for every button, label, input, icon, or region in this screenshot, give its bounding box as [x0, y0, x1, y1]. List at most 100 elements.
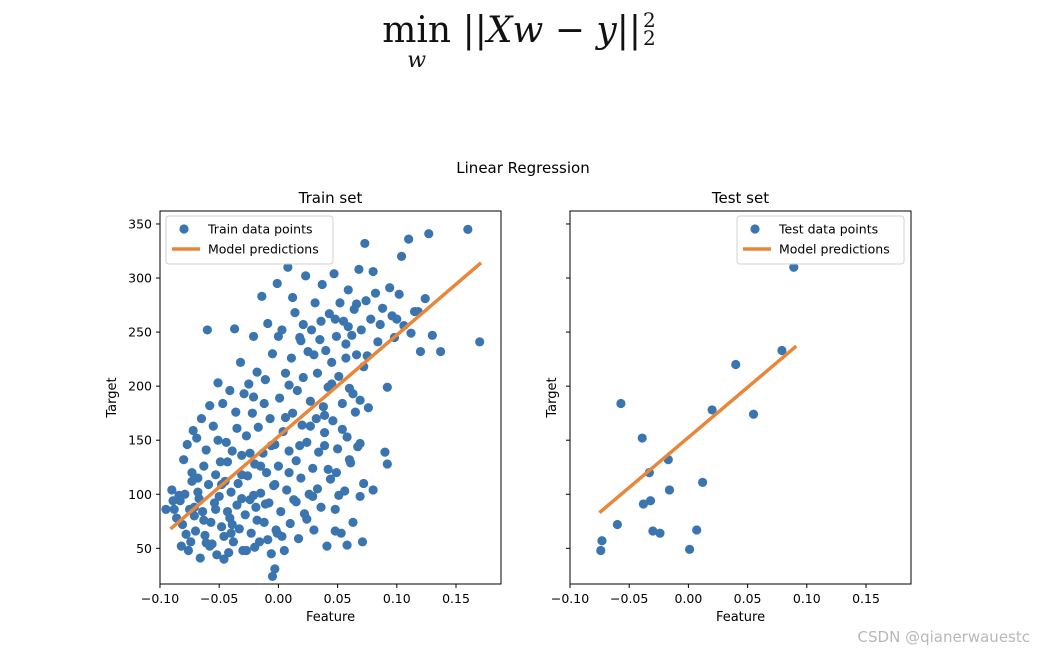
y-axis-label: Target [105, 377, 120, 418]
y-tick-label: 350 [128, 216, 152, 231]
data-point [253, 422, 263, 432]
data-point [265, 413, 275, 424]
data-point [404, 234, 414, 244]
data-point [396, 251, 407, 262]
data-point [355, 491, 365, 502]
data-point [380, 447, 390, 457]
data-point [282, 485, 292, 495]
data-point [211, 470, 221, 480]
x-tick-label: 0.00 [674, 591, 702, 606]
data-point [312, 484, 323, 494]
data-point [222, 457, 233, 467]
data-point [406, 328, 416, 338]
x-tick-label: 0.10 [383, 591, 411, 606]
data-point [181, 529, 191, 539]
data-point [337, 398, 347, 409]
data-point [324, 309, 334, 319]
data-point [283, 262, 293, 272]
data-point [286, 353, 297, 363]
data-point [263, 535, 273, 545]
data-point [415, 346, 426, 357]
data-point [343, 285, 353, 295]
data-point [270, 479, 280, 490]
data-point [203, 479, 214, 490]
data-point [392, 314, 402, 324]
legend-label-points: Train data points [207, 222, 313, 237]
norm-sup: 2 [642, 8, 656, 32]
data-point [228, 537, 239, 547]
x-axis-label: Feature [306, 610, 355, 625]
min-subscript: w [407, 48, 427, 73]
watermark: CSDN @qianerwauestc [857, 628, 1030, 646]
data-point [284, 468, 294, 478]
data-point [279, 545, 289, 556]
data-point [199, 461, 209, 471]
data-point [187, 468, 197, 478]
data-point [308, 491, 318, 502]
data-point [306, 325, 317, 335]
model-prediction-line [169, 261, 483, 531]
data-point [198, 506, 208, 517]
data-point [317, 279, 327, 290]
legend-box [165, 215, 334, 265]
data-point [267, 349, 278, 359]
data-point [161, 504, 171, 514]
data-point [325, 474, 336, 484]
data-point [368, 266, 378, 277]
data-point [361, 296, 371, 306]
data-point [272, 528, 282, 538]
data-point [319, 410, 330, 420]
x-axis-label: Feature [716, 610, 765, 625]
data-point [291, 497, 301, 507]
data-point [310, 298, 320, 308]
data-point [284, 446, 294, 456]
data-point [293, 533, 304, 544]
data-point [248, 490, 259, 500]
data-point [612, 519, 622, 530]
data-point [274, 393, 285, 403]
norm-bars-open: || [462, 10, 487, 51]
data-point [280, 368, 291, 378]
data-point [233, 478, 243, 489]
data-point [420, 293, 430, 304]
data-point [344, 455, 355, 465]
data-point [205, 401, 215, 411]
data-point [355, 438, 365, 449]
data-point [231, 407, 241, 417]
data-point [316, 316, 326, 326]
norm-bars-close: || [616, 10, 641, 51]
data-point [263, 318, 273, 329]
data-point [331, 331, 342, 342]
data-point [288, 408, 298, 418]
data-point [359, 478, 369, 489]
data-point [302, 437, 312, 447]
data-point [298, 319, 308, 330]
data-point [347, 330, 357, 340]
data-point [235, 357, 246, 367]
data-point [322, 541, 332, 551]
data-point [180, 489, 190, 499]
data-point [188, 425, 198, 436]
data-point [348, 517, 358, 527]
data-point [273, 461, 284, 471]
data-point [267, 571, 278, 582]
data-point [211, 504, 221, 514]
data-point [244, 379, 254, 389]
data-point [221, 437, 231, 447]
data-point [292, 385, 302, 396]
data-point [684, 544, 695, 555]
data-point [187, 476, 197, 486]
x-tick-label: −0.05 [200, 591, 238, 606]
data-point [597, 536, 607, 546]
data-point [356, 325, 366, 335]
data-point [333, 444, 343, 454]
data-point [270, 564, 280, 574]
data-point [246, 528, 256, 538]
data-point [226, 528, 236, 538]
formula-xw: Xw [486, 10, 544, 51]
data-point [385, 283, 395, 293]
data-point [179, 455, 189, 465]
data-point [645, 496, 656, 506]
data-point [237, 450, 247, 460]
